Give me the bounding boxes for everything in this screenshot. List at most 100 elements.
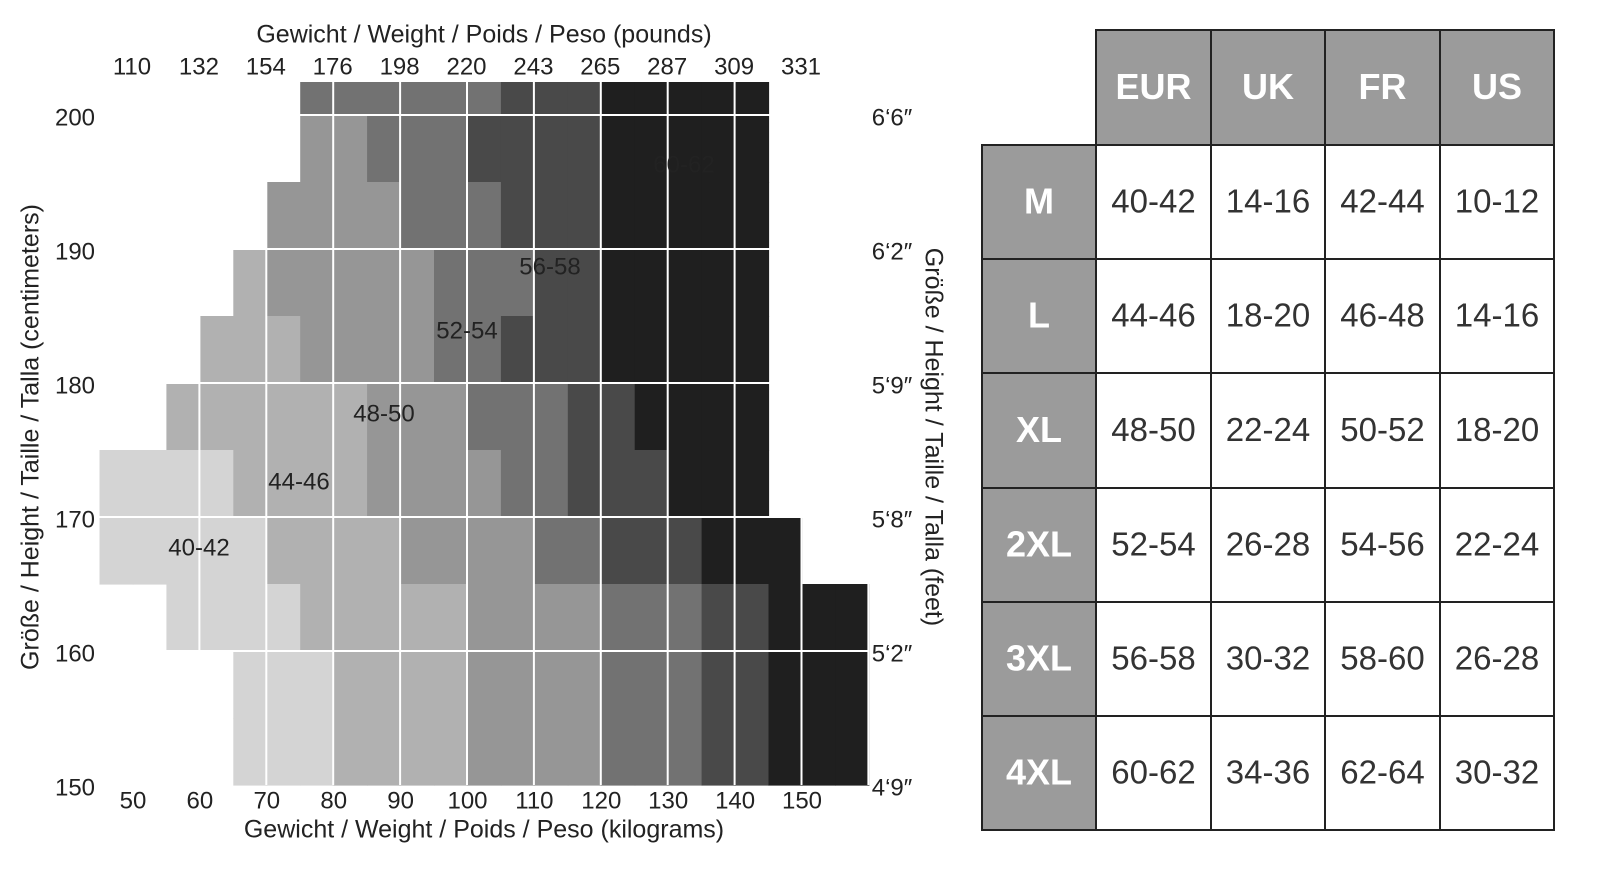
grid-cell [534,651,569,719]
grid-cell [333,82,368,116]
grid-cell [333,584,368,652]
table-cell [1095,372,1212,489]
size-value: 14-16 [1455,297,1539,334]
grid-cell [500,316,535,384]
grid-cell [199,316,234,384]
grid-cell [367,249,402,317]
grid-cell [300,249,335,317]
grid-cell [233,584,268,652]
row-header: L [1028,295,1050,336]
grid-cell [367,517,402,585]
grid-cell [601,115,636,183]
grid-cell [233,718,268,786]
size-table: EUR UK FR US M 40-42 14-16 42-44 10-12 L 44-46 18-2… [981,29,1555,831]
column-header: US [1472,66,1522,107]
table-cell [1324,715,1441,831]
grid-cell [534,316,569,384]
table-cell [1210,372,1326,489]
grid-cell [668,115,703,183]
pounds-label: 220 [446,53,486,80]
grid-cell [601,517,636,585]
row-header: 3XL [1006,638,1072,679]
grid-cell [266,383,301,451]
grid-cell [333,316,368,384]
size-value: 26-28 [1226,526,1310,563]
centimeters-label: 160 [55,640,95,667]
grid-cell [132,517,167,585]
grid-cell [166,383,201,451]
grid-cell [333,249,368,317]
pounds-label: 309 [714,53,754,80]
grid-cell [668,82,703,116]
grid-cell [434,82,469,116]
grid-cell [500,182,535,250]
kilograms-label: 70 [253,787,280,814]
grid-cell [300,182,335,250]
size-region-label: 48-50 [353,400,414,427]
grid-cell [467,249,502,317]
size-value: 52-54 [1111,526,1195,563]
grid-cell [233,651,268,719]
grid-cell [500,450,535,518]
kilograms-label: 140 [715,787,755,814]
size-value: 46-48 [1340,297,1424,334]
feet-label: 5‘9″ [872,372,913,399]
grid-cell [601,383,636,451]
feet-label: 5‘2″ [872,640,913,667]
kilograms-label: 90 [387,787,414,814]
size-value: 44-46 [1111,297,1195,334]
grid-cell [400,249,435,317]
table-cell [1095,487,1212,603]
grid-cell [333,517,368,585]
grid-cell [601,249,636,317]
grid-cell [534,82,569,116]
grid-cell [567,82,602,116]
size-value: 50-52 [1340,411,1424,448]
pounds-label: 331 [781,53,821,80]
size-region-label: 40-42 [168,534,229,561]
grid-cell [534,718,569,786]
grid-cell [132,450,167,518]
header-cell [981,372,1097,489]
grid-cell [467,316,502,384]
grid-cell [634,383,669,451]
size-region-label: 44-46 [268,468,329,495]
grid-cell [233,517,268,585]
kilograms-label: 130 [648,787,688,814]
centimeters-label: 180 [55,372,95,399]
size-value: 48-50 [1111,411,1195,448]
grid-cell [333,718,368,786]
kilograms-label: 50 [120,787,147,814]
grid-cell [768,517,803,585]
table-cell [1210,258,1326,374]
grid-cell [333,651,368,719]
size-value: 60-62 [1111,754,1195,791]
table-cell [1324,372,1441,489]
grid-cell [434,115,469,183]
grid-cell [567,450,602,518]
grid-cell [668,383,703,451]
table-cell [1095,601,1212,717]
size-value: 22-24 [1226,411,1310,448]
grid-cell [400,115,435,183]
grid-cell [266,718,301,786]
grid-cell [701,718,736,786]
grid-cell [701,517,736,585]
grid-cell [367,651,402,719]
kilograms-label: 100 [447,787,487,814]
column-header: FR [1359,66,1407,107]
grid-cell [266,517,301,585]
pounds-label: 110 [113,53,151,80]
grid-cell [735,249,770,317]
table-cell [1095,144,1212,260]
grid-cell [601,584,636,652]
grid-cell [467,383,502,451]
grid-cell [400,517,435,585]
grid-cell [567,249,602,317]
grid-cell [400,450,435,518]
grid-cell [735,517,770,585]
pounds-label: 243 [513,53,553,80]
grid-cell [500,249,535,317]
grid-cell [99,517,134,585]
grid-cell [735,450,770,518]
